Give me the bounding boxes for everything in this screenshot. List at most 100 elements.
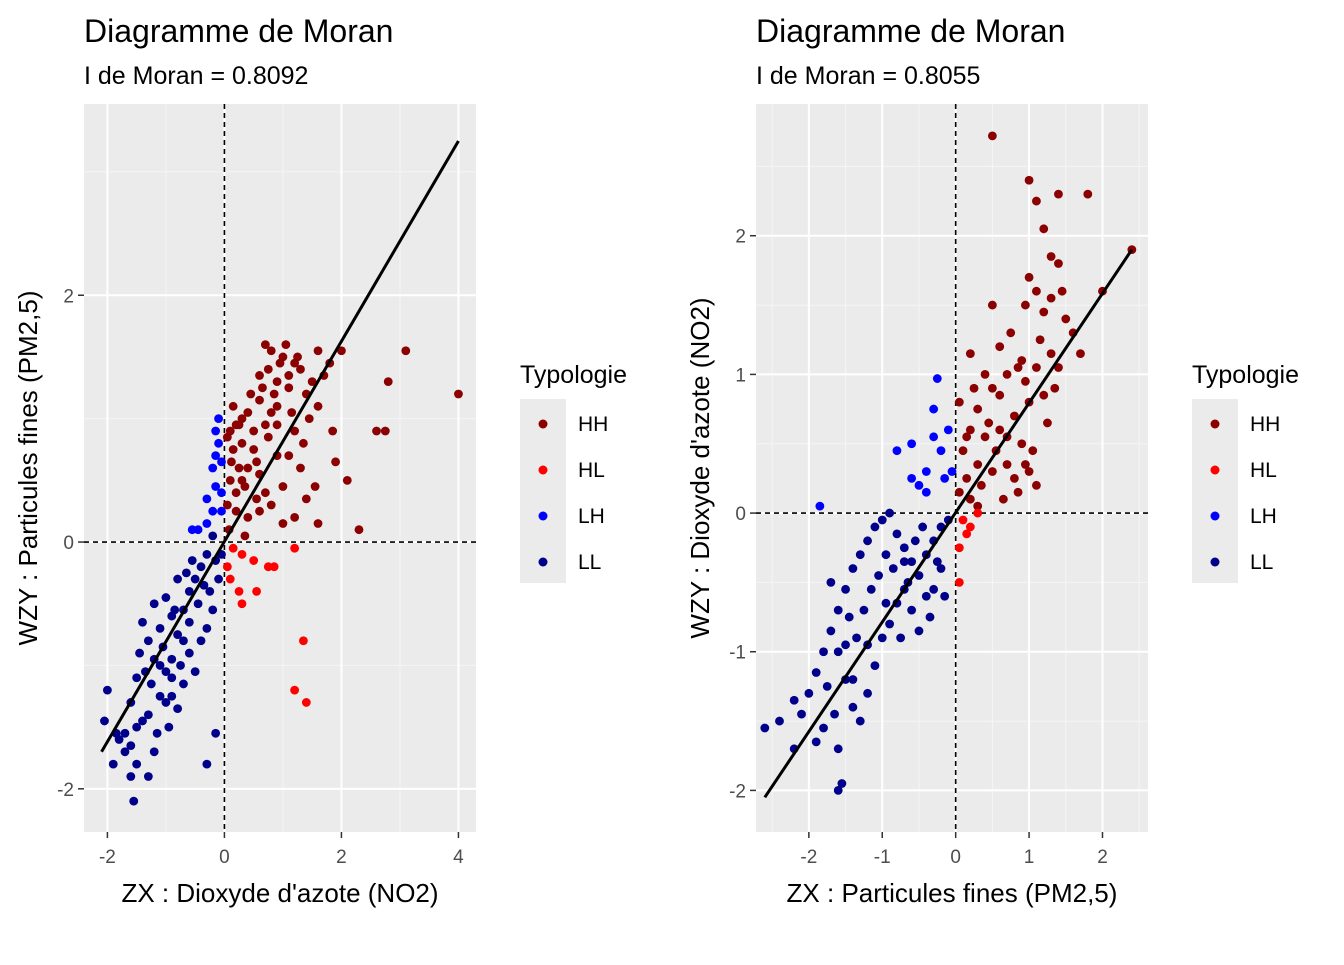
point-hh bbox=[310, 482, 320, 491]
point-hh bbox=[1017, 439, 1027, 449]
point-hh bbox=[998, 494, 1008, 504]
point-hh bbox=[337, 346, 346, 356]
point-hh bbox=[1009, 474, 1019, 483]
left-data-points bbox=[84, 104, 476, 832]
point-hh bbox=[328, 426, 338, 436]
point-ll bbox=[173, 704, 183, 714]
point-ll bbox=[190, 667, 200, 676]
point-lh bbox=[892, 446, 902, 456]
point-ll bbox=[907, 605, 917, 615]
point-hh bbox=[1039, 390, 1049, 400]
point-ll bbox=[907, 557, 917, 566]
point-ll bbox=[208, 531, 218, 541]
point-ll bbox=[184, 617, 194, 627]
x-tick-label: -2 bbox=[99, 847, 116, 868]
point-hh bbox=[243, 408, 253, 417]
point-hh bbox=[987, 131, 997, 141]
point-lh bbox=[936, 446, 946, 456]
point-hl bbox=[222, 562, 232, 572]
point-hh bbox=[380, 426, 390, 436]
point-ll bbox=[167, 691, 177, 701]
point-hh bbox=[255, 371, 264, 380]
point-ll bbox=[205, 586, 215, 596]
point-hl bbox=[252, 586, 261, 596]
point-hh bbox=[1039, 307, 1049, 317]
point-hh bbox=[266, 408, 276, 417]
point-ll bbox=[881, 598, 891, 608]
point-ll bbox=[855, 716, 865, 726]
point-ll bbox=[152, 728, 162, 738]
right-legend-label-hl: HL bbox=[1250, 459, 1277, 482]
point-hl bbox=[973, 508, 983, 518]
point-ll bbox=[833, 605, 843, 615]
point-ll bbox=[855, 550, 865, 560]
point-hh bbox=[965, 349, 975, 358]
point-ll bbox=[167, 673, 177, 683]
point-ll bbox=[888, 564, 898, 573]
point-ll bbox=[892, 529, 902, 539]
right-legend-key-hl bbox=[1210, 465, 1220, 475]
point-ll bbox=[108, 759, 118, 769]
point-hh bbox=[973, 404, 983, 414]
right-plot-title: Diagramme de Moran bbox=[756, 13, 1065, 49]
point-hl bbox=[299, 636, 308, 646]
point-hh bbox=[281, 340, 291, 350]
point-lh bbox=[932, 374, 942, 383]
point-hh bbox=[296, 463, 305, 473]
point-ll bbox=[921, 591, 931, 601]
point-ll bbox=[826, 626, 836, 636]
point-lh bbox=[907, 474, 917, 483]
left-y-axis-title: WZY : Particules fines (PM2,5) bbox=[13, 291, 43, 646]
left-legend-key-hl bbox=[538, 465, 548, 475]
regression-line bbox=[100, 140, 460, 753]
point-ll bbox=[940, 591, 950, 601]
point-hh bbox=[287, 408, 297, 417]
point-hh bbox=[222, 432, 232, 442]
point-hh bbox=[234, 463, 244, 473]
point-hh bbox=[272, 420, 282, 430]
left-panel: Diagramme de Moran I de Moran = 0.8092 -… bbox=[13, 13, 476, 908]
left-legend-label-hh: HH bbox=[578, 413, 608, 436]
x-tick-label: 2 bbox=[1097, 847, 1108, 868]
point-hh bbox=[284, 451, 294, 461]
right-legend-title: Typologie bbox=[1192, 361, 1299, 389]
point-ll bbox=[877, 633, 887, 643]
y-tick-label: 0 bbox=[735, 504, 746, 525]
point-ll bbox=[830, 709, 839, 719]
point-ll bbox=[874, 571, 883, 580]
point-hh bbox=[228, 445, 238, 454]
point-lh bbox=[943, 425, 953, 435]
point-ll bbox=[202, 624, 212, 633]
point-hl bbox=[962, 529, 972, 539]
point-ll bbox=[848, 675, 858, 684]
point-lh bbox=[907, 439, 917, 449]
point-hh bbox=[1054, 189, 1063, 199]
point-hh bbox=[246, 389, 256, 399]
point-hh bbox=[965, 425, 975, 435]
point-hh bbox=[1009, 411, 1019, 421]
left-x-axis-title: ZX : Dioxyde d'azote (NO2) bbox=[121, 878, 438, 908]
point-ll bbox=[138, 617, 147, 627]
x-tick-label: 0 bbox=[950, 847, 961, 868]
point-ll bbox=[155, 661, 165, 670]
point-hl bbox=[965, 522, 975, 532]
point-ll bbox=[775, 716, 784, 726]
point-ll bbox=[826, 578, 836, 587]
point-hh bbox=[1013, 487, 1023, 497]
point-ll bbox=[866, 584, 876, 594]
point-hh bbox=[973, 501, 983, 511]
point-hh bbox=[266, 500, 276, 510]
point-hl bbox=[269, 562, 279, 572]
point-hh bbox=[995, 342, 1005, 352]
point-lh bbox=[211, 451, 221, 461]
point-lh bbox=[214, 438, 223, 448]
point-ll bbox=[208, 605, 218, 615]
point-hh bbox=[1017, 356, 1027, 365]
point-hh bbox=[227, 457, 236, 467]
x-tick-label: 4 bbox=[453, 847, 464, 868]
point-ll bbox=[848, 564, 858, 573]
point-hh bbox=[222, 500, 232, 510]
point-hh bbox=[266, 346, 276, 356]
point-hh bbox=[228, 401, 238, 411]
point-ll bbox=[859, 605, 869, 615]
